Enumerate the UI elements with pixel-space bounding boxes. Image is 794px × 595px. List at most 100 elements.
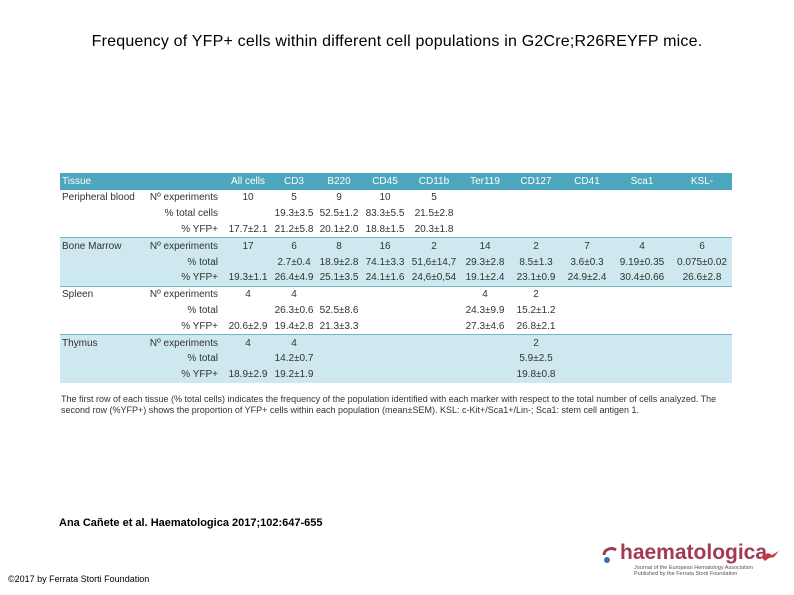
table-cell (612, 318, 672, 334)
table-cell (316, 350, 362, 367)
table-cell (562, 334, 612, 351)
table-cell (612, 334, 672, 351)
table-cell (316, 366, 362, 383)
table-cell (562, 222, 612, 238)
table-row: % YFP+ 20.6±2.9 19.4±2.8 21.3±3.3 27.3±4.6 26… (60, 318, 732, 334)
column-header: CD3 (272, 173, 316, 190)
table-cell: 2 (510, 285, 562, 303)
table-cell: 52.5±1.2 (319, 208, 359, 220)
table-cell (562, 366, 612, 383)
parameter-cell: % YFP+ (181, 320, 218, 332)
table-cell (672, 350, 732, 367)
table-cell: 2 (510, 334, 562, 351)
table-cell (460, 190, 510, 206)
table-cell: 29.3±2.8 (460, 254, 510, 270)
table-cell (460, 222, 510, 238)
column-header: CD11b (408, 173, 460, 190)
logo-wordmark: haematologica (620, 541, 768, 564)
parameter-cell: % total (142, 254, 224, 270)
table-header-row: Tissue All cells CD3 B220 CD45 CD11b Ter119 CD1… (60, 173, 732, 190)
table-cell: 10 (242, 192, 254, 204)
table-cell (672, 285, 732, 303)
table-cell: 5 (291, 192, 297, 204)
tissue-cell (60, 254, 142, 270)
table-cell (612, 366, 672, 383)
table-cell (408, 318, 460, 334)
table-cell (510, 206, 562, 222)
bird-icon (761, 551, 779, 561)
table-cell: 17 (224, 237, 272, 255)
table-cell: 20.6±2.9 (228, 320, 268, 332)
parameter-cell: Nº experiments (142, 285, 224, 303)
table-cell: 6 (672, 237, 732, 255)
copyright: ©2017 by Ferrata Storti Foundation (8, 574, 150, 584)
table-cell: 8 (316, 237, 362, 255)
logo-subtitle: Journal of the European Hematology Assoc… (634, 565, 753, 577)
table-cell (612, 222, 672, 238)
table-cell (672, 303, 732, 319)
table-cell: 4 (460, 285, 510, 303)
tissue-cell (60, 366, 142, 383)
table-row: Thymus Nº experiments 4 4 2 (60, 334, 732, 351)
table-cell (224, 254, 272, 270)
table-row: Bone Marrow Nº experiments 17 6 8 16 2 14 2 7 4 6 (60, 237, 732, 255)
table-cell (362, 285, 408, 303)
table-cell (562, 190, 612, 206)
table-cell: 6 (272, 237, 316, 255)
table-cell (562, 303, 612, 319)
slide-title: Frequency of YFP+ cells within different… (91, 33, 703, 50)
haematologica-logo: haematologica Journal of the European He… (600, 541, 786, 579)
table-cell: 3.6±0.3 (562, 254, 612, 270)
table-cell (672, 366, 732, 383)
table-cell: 26.6±2.8 (672, 269, 732, 287)
table-cell: 10 (379, 192, 391, 204)
logo-mark-icon (602, 547, 617, 563)
tissue-cell (60, 350, 142, 367)
table-cell: 4 (272, 334, 316, 351)
column-header: B220 (316, 173, 362, 190)
table-cell (672, 190, 732, 206)
table-cell: 2.7±0.4 (272, 254, 316, 270)
column-header: Ter119 (460, 173, 510, 190)
table-cell (562, 206, 612, 222)
table-cell (612, 350, 672, 367)
table-cell: 18.9±2.8 (316, 254, 362, 270)
table-cell: 8.5±1.3 (510, 254, 562, 270)
table-cell: 27.3±4.6 (465, 320, 505, 332)
table-cell: 26.3±0.6 (274, 304, 314, 316)
table-cell (562, 350, 612, 367)
table-cell: 9 (336, 192, 342, 204)
table-cell: 25.1±3.5 (316, 269, 362, 287)
table-cell: 24,6±0,54 (408, 269, 460, 287)
table-row: % YFP+ 18.9±2.9 19.2±1.9 19.8±0.8 (60, 366, 732, 383)
table-footnote: The first row of each tissue (% total ce… (61, 394, 717, 415)
column-header: All cells (224, 173, 272, 190)
table-cell: 18.9±2.9 (224, 366, 272, 383)
table-cell: 30.4±0.66 (612, 269, 672, 287)
table-cell: 83.3±5.5 (365, 208, 405, 220)
table-cell: 20.1±2.0 (319, 223, 359, 235)
table-cell: 18.8±1.5 (365, 223, 405, 235)
table-row: Spleen Nº experiments 4 4 4 2 (60, 285, 732, 303)
data-table: Tissue All cells CD3 B220 CD45 CD11b Ter119 CD1… (60, 173, 732, 383)
column-header: CD45 (362, 173, 408, 190)
table-cell: 14.2±0.7 (272, 350, 316, 367)
table-cell: 9.19±0.35 (612, 254, 672, 270)
table-row: % total 26.3±0.6 52.5±8.6 24.3±9.9 15.2±1.2 (60, 303, 732, 319)
tissue-cell (60, 318, 142, 334)
parameter-cell: Nº experiments (142, 334, 224, 351)
table-cell: 26.8±2.1 (516, 320, 556, 332)
table-cell (672, 318, 732, 334)
table-cell: 74.1±3.3 (362, 254, 408, 270)
parameter-cell: Nº experiments (142, 237, 224, 255)
table-row: % YFP+ 19.3±1.1 26.4±4.9 25.1±3.5 24.1±1.6 24… (60, 269, 732, 287)
table-row: % YFP+ 17.7±2.1 21.2±5.8 20.1±2.0 18.8±1.5 20… (60, 222, 732, 238)
table-cell (362, 318, 408, 334)
table-cell (460, 334, 510, 351)
table-cell (316, 285, 362, 303)
table-cell (460, 366, 510, 383)
table-cell (408, 366, 460, 383)
column-header: CD127 (510, 173, 562, 190)
table-cell: 21.2±5.8 (274, 223, 314, 235)
parameter-cell: % total (142, 350, 224, 367)
